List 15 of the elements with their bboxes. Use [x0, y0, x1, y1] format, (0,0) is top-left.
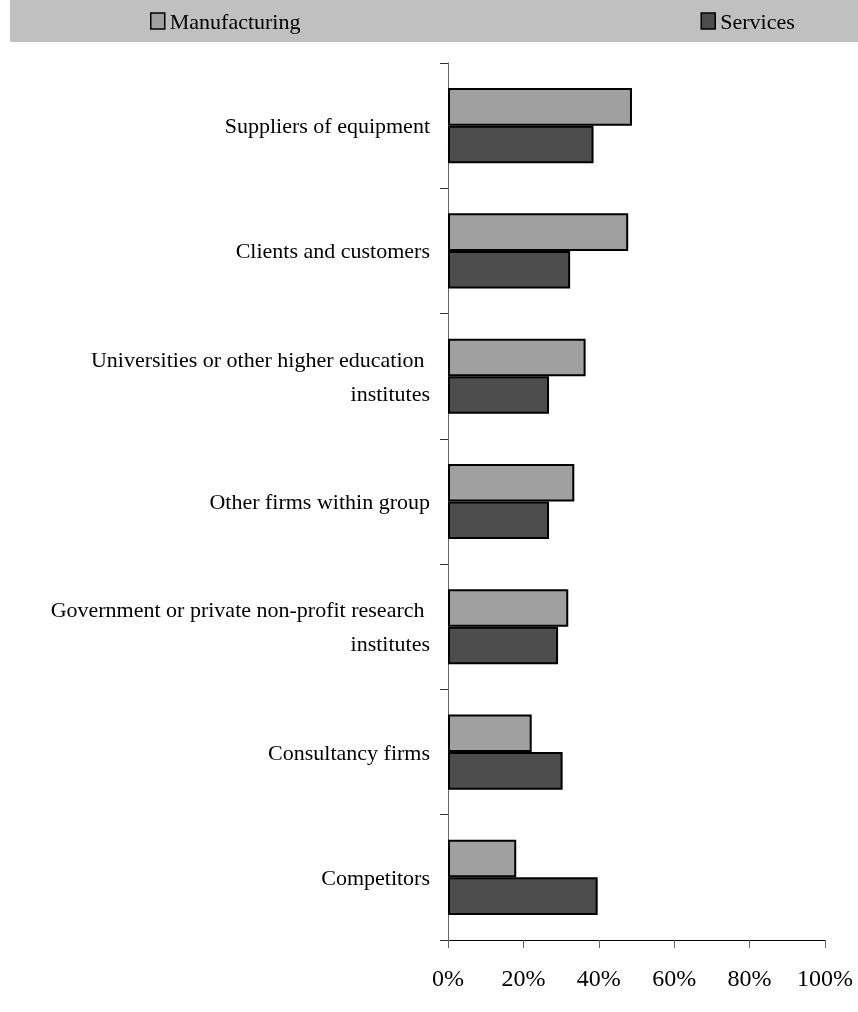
y-tick-label: Suppliers of equipment — [224, 113, 430, 139]
x-tick-label: 40% — [576, 965, 621, 991]
y-tick-label: Clients and customers — [235, 238, 430, 264]
x-tick-label: 100% — [797, 965, 853, 991]
legend-label: Manufacturing — [169, 8, 301, 34]
y-tick-label: Consultancy firms — [268, 739, 430, 765]
x-tick-label: 0% — [432, 965, 464, 991]
y-tick-label: Other firms within group — [209, 489, 430, 514]
y-tick-label: Universities or other higher education institutes — [90, 346, 430, 406]
legend-label: Services — [720, 8, 795, 34]
x-tick-label: 80% — [727, 965, 772, 991]
y-tick-label: Government or private non-profit research institutes — [50, 597, 430, 657]
y-tick-label: Competitors — [321, 864, 430, 890]
x-tick-label: 20% — [501, 965, 546, 991]
x-tick-label: 60% — [652, 965, 697, 991]
